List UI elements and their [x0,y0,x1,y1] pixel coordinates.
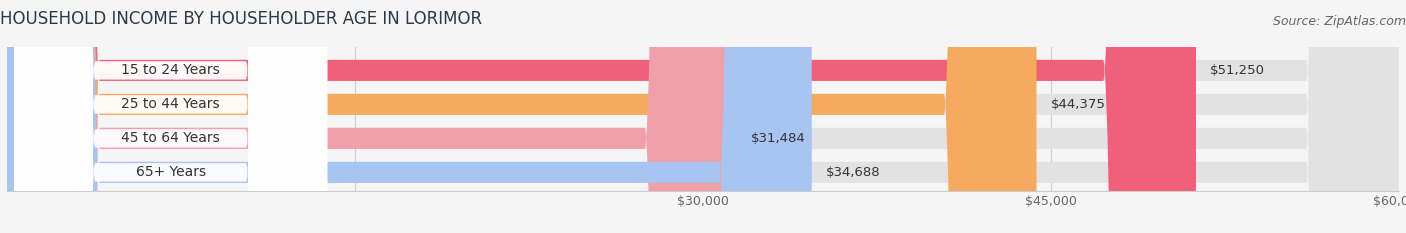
FancyBboxPatch shape [7,0,1036,233]
Text: 15 to 24 Years: 15 to 24 Years [121,63,219,77]
FancyBboxPatch shape [7,0,1399,233]
FancyBboxPatch shape [7,0,737,233]
FancyBboxPatch shape [14,0,328,233]
FancyBboxPatch shape [7,0,1399,233]
FancyBboxPatch shape [14,0,328,233]
FancyBboxPatch shape [7,0,811,233]
Text: $31,484: $31,484 [751,132,806,145]
FancyBboxPatch shape [7,0,1197,233]
Text: 25 to 44 Years: 25 to 44 Years [121,97,219,111]
Text: $51,250: $51,250 [1211,64,1265,77]
FancyBboxPatch shape [7,0,1399,233]
Text: $34,688: $34,688 [825,166,880,179]
Text: HOUSEHOLD INCOME BY HOUSEHOLDER AGE IN LORIMOR: HOUSEHOLD INCOME BY HOUSEHOLDER AGE IN L… [0,10,482,28]
Text: 65+ Years: 65+ Years [135,165,205,179]
Text: $44,375: $44,375 [1050,98,1105,111]
FancyBboxPatch shape [14,0,328,233]
FancyBboxPatch shape [14,0,328,233]
FancyBboxPatch shape [7,0,1399,233]
Text: Source: ZipAtlas.com: Source: ZipAtlas.com [1272,15,1406,28]
Text: 45 to 64 Years: 45 to 64 Years [121,131,219,145]
